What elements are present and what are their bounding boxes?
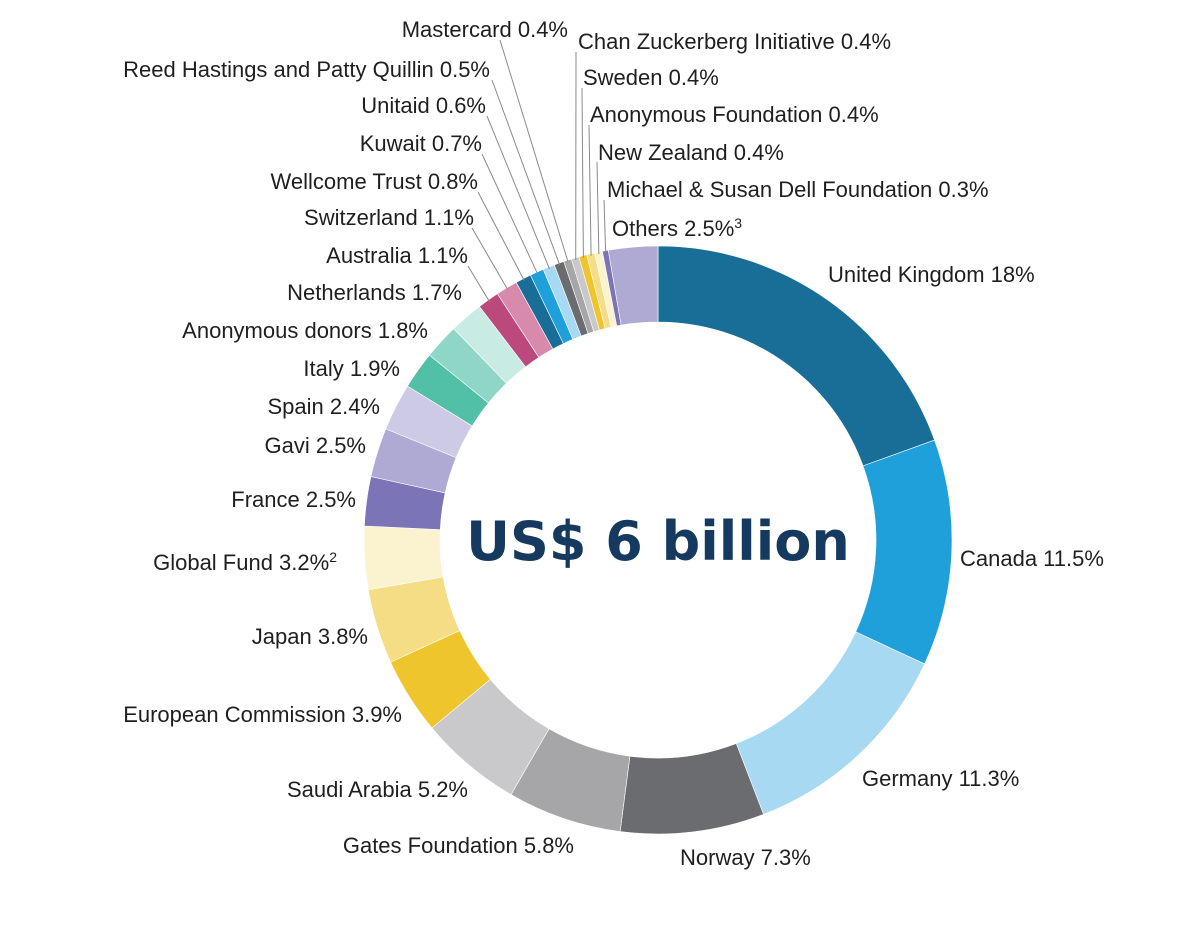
label-global-fund: Global Fund 3.2%2 [153, 549, 337, 575]
label-saudi-arabia: Saudi Arabia 5.2% [287, 777, 468, 802]
slice-united-kingdom [657, 245, 935, 467]
label-unitaid: Unitaid 0.6% [361, 93, 486, 118]
slice-canada [855, 439, 953, 665]
label-canada: Canada 11.5% [960, 546, 1104, 571]
label-gavi: Gavi 2.5% [265, 433, 367, 458]
leader-line-switzerland [471, 227, 509, 290]
label-switzerland: Switzerland 1.1% [304, 205, 474, 230]
label-sweden: Sweden 0.4% [583, 65, 719, 90]
leader-line-michael-and-susan-dell-foundation [603, 199, 607, 253]
label-anonymous-foundation: Anonymous Foundation 0.4% [590, 102, 879, 127]
leader-line-new-zealand [596, 161, 600, 255]
label-mastercard: Mastercard 0.4% [402, 17, 568, 42]
label-united-kingdom: United Kingdom 18% [828, 262, 1035, 287]
leader-line-wellcome-trust [477, 191, 525, 281]
label-new-zealand: New Zealand 0.4% [598, 140, 784, 165]
leader-line-anonymous-foundation [588, 124, 592, 256]
label-michael-and-susan-dell-foundation: Michael & Susan Dell Foundation 0.3% [607, 177, 989, 202]
label-germany: Germany 11.3% [862, 766, 1019, 791]
label-australia: Australia 1.1% [326, 243, 468, 268]
leader-lines [467, 39, 607, 302]
label-reed-hastings-and-patty-quillin: Reed Hastings and Patty Quillin 0.5% [123, 57, 490, 82]
label-netherlands: Netherlands 1.7% [287, 280, 462, 305]
leader-line-unitaid [486, 115, 550, 270]
label-others: Others 2.5%3 [612, 215, 742, 241]
leader-line-mastercard [499, 39, 569, 263]
label-spain: Spain 2.4% [267, 394, 380, 419]
label-wellcome-trust: Wellcome Trust 0.8% [271, 169, 478, 194]
label-gates-foundation: Gates Foundation 5.8% [343, 833, 574, 858]
leader-line-reed-hastings-and-patty-quillin [491, 79, 561, 266]
leader-line-sweden [581, 87, 584, 258]
label-chan-zuckerberg-initiative: Chan Zuckerberg Initiative 0.4% [578, 29, 891, 54]
label-kuwait: Kuwait 0.7% [360, 131, 482, 156]
label-footnote-global-fund: 2 [329, 549, 337, 565]
label-france: France 2.5% [231, 487, 356, 512]
label-european-commission: European Commission 3.9% [123, 702, 402, 727]
slice-others [607, 245, 659, 326]
center-total-label: US$ 6 billion [466, 510, 850, 573]
label-anonymous-donors: Anonymous donors 1.8% [182, 318, 428, 343]
leader-line-australia [467, 265, 490, 302]
slice-labels: United Kingdom 18% Canada 11.5% Germany 11… [123, 17, 1104, 870]
label-italy: Italy 1.9% [303, 356, 400, 381]
label-japan: Japan 3.8% [252, 624, 368, 649]
label-norway: Norway 7.3% [680, 845, 811, 870]
donut-slices [363, 245, 953, 835]
leader-line-kuwait [481, 153, 539, 275]
label-footnote-others: 3 [734, 215, 742, 231]
